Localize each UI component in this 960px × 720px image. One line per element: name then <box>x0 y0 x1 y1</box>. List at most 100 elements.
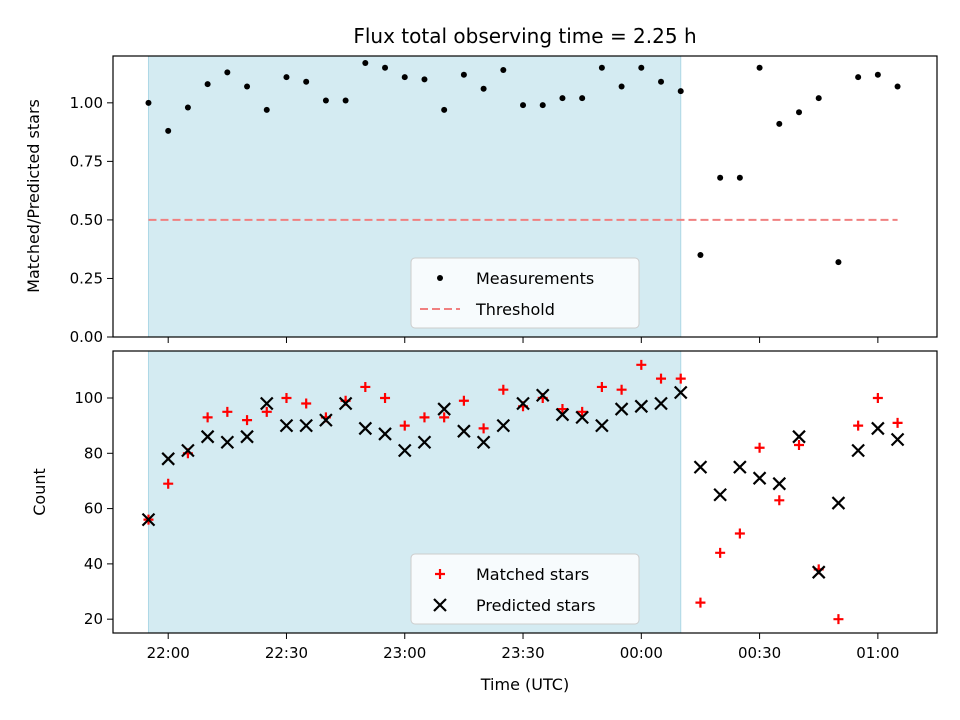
x-axis-label: Time (UTC) <box>480 675 569 694</box>
bottom-matched-point <box>498 384 509 395</box>
bottom-predicted-point <box>772 476 787 491</box>
bottom-matched-point <box>399 420 410 431</box>
bottom-matched-point <box>695 597 706 608</box>
bottom-predicted-point <box>299 418 313 433</box>
bottom-predicted-point <box>161 452 175 466</box>
top-measurement-point <box>480 85 487 92</box>
bottom-predicted-point <box>141 512 156 527</box>
bottom-x-tick-label: 23:30 <box>501 644 544 662</box>
bottom-x-tick-label: 00:30 <box>738 644 781 662</box>
bottom-matched-point <box>557 404 568 415</box>
top-measurement-point <box>165 127 172 134</box>
bottom-predicted-point <box>338 396 353 411</box>
top-legend-box <box>410 257 640 329</box>
bottom-predicted-point <box>811 565 826 579</box>
bottom-matched-point <box>853 420 864 431</box>
bottom-predicted-point <box>220 435 235 450</box>
top-legend-measurement-swatch <box>437 275 443 281</box>
top-measurement-point <box>815 95 822 102</box>
bottom-predicted-point <box>457 424 471 438</box>
top-measurement-point <box>500 67 507 74</box>
bottom-matched-point <box>833 614 844 625</box>
bottom-predicted-point <box>634 399 649 414</box>
top-measurement-point <box>184 104 191 111</box>
top-measurement-point <box>894 83 901 90</box>
bottom-predicted-point <box>181 443 195 458</box>
top-measurement-point <box>362 60 369 67</box>
bottom-matched-point <box>675 373 686 384</box>
bottom-predicted-point <box>437 402 451 416</box>
bottom-matched-point <box>261 406 272 417</box>
bottom-predicted-point <box>535 388 550 403</box>
bottom-predicted-point <box>792 429 806 444</box>
top-measurement-point <box>717 174 724 181</box>
top-measurement-point <box>441 106 448 113</box>
bottom-matched-point <box>301 398 312 409</box>
top-measurement-point <box>204 81 211 88</box>
top-measurement-point <box>736 174 743 181</box>
top-measurement-point <box>145 99 152 106</box>
bottom-predicted-point <box>240 429 254 444</box>
top-measurement-point <box>460 71 467 78</box>
bottom-legend-label: Matched stars <box>476 565 589 584</box>
bottom-x-tick-label: 00:00 <box>620 644 663 662</box>
top-y-tick-label: 0.25 <box>70 269 103 287</box>
bottom-predicted-point <box>831 496 846 510</box>
bottom-x-tick-label: 01:00 <box>856 644 899 662</box>
bottom-matched-point <box>360 381 371 392</box>
bottom-predicted-point <box>496 418 511 433</box>
bottom-matched-point <box>202 412 213 423</box>
bottom-panel: 20 40 60 80 100 22:00 22:30 23:00 23:30 00:00 00:3… <box>74 350 938 662</box>
bottom-predicted-point <box>476 435 491 450</box>
top-measurement-point <box>342 97 349 104</box>
top-measurement-point <box>520 102 527 109</box>
bottom-predicted-point <box>575 410 589 425</box>
top-measurement-point <box>224 69 231 76</box>
bottom-predicted-point <box>516 396 530 411</box>
bottom-matched-point <box>478 423 489 434</box>
bottom-predicted-point <box>358 421 373 436</box>
bottom-predicted-point <box>693 460 708 474</box>
bottom-matched-point <box>754 442 765 453</box>
top-measurement-point <box>835 259 842 266</box>
bottom-predicted-point <box>200 429 215 444</box>
top-measurement-point <box>697 252 704 259</box>
bottom-matched-point <box>281 393 292 403</box>
bottom-predicted-point <box>871 421 885 436</box>
bottom-matched-point <box>439 412 450 423</box>
bottom-predicted-point <box>614 402 629 416</box>
bottom-predicted-point <box>713 487 727 502</box>
top-legend-label: Threshold <box>475 300 555 319</box>
top-y-tick-label: 0.75 <box>70 152 103 170</box>
bottom-legend-predicted-swatch <box>433 598 447 612</box>
top-measurement-point <box>677 88 684 95</box>
top-measurement-point <box>874 71 881 78</box>
bottom-predicted-point <box>673 385 688 400</box>
bottom-matched-point <box>222 406 233 417</box>
top-measurement-point <box>303 78 310 85</box>
top-plot-frame <box>112 55 938 338</box>
chart-title: Flux total observing time = 2.25 h <box>353 24 696 48</box>
bottom-plot-frame <box>112 350 938 634</box>
top-measurement-point <box>263 106 270 113</box>
bottom-matched-point <box>774 495 785 506</box>
top-measurement-point <box>756 64 763 71</box>
bottom-legend-matched-swatch <box>435 569 445 579</box>
bottom-legend-label: Predicted stars <box>476 596 596 615</box>
bottom-matched-point <box>419 412 430 423</box>
bottom-predicted-point <box>319 413 333 427</box>
bottom-y-tick-label: 20 <box>84 610 103 628</box>
bottom-legend-box <box>410 553 640 625</box>
top-measurement-point <box>559 95 566 102</box>
bottom-predicted-point <box>259 396 274 411</box>
top-measurement-point <box>401 74 408 81</box>
bottom-matched-point <box>596 381 607 392</box>
bottom-matched-point <box>616 384 627 395</box>
bottom-predicted-point <box>595 418 609 433</box>
top-panel: 0.00 0.25 0.50 0.75 1.00 Measurements Threshol… <box>70 55 938 346</box>
bottom-matched-point <box>734 528 745 539</box>
bottom-predicted-point <box>397 443 412 458</box>
bottom-matched-point <box>892 417 903 428</box>
top-measurement-point <box>539 102 546 109</box>
